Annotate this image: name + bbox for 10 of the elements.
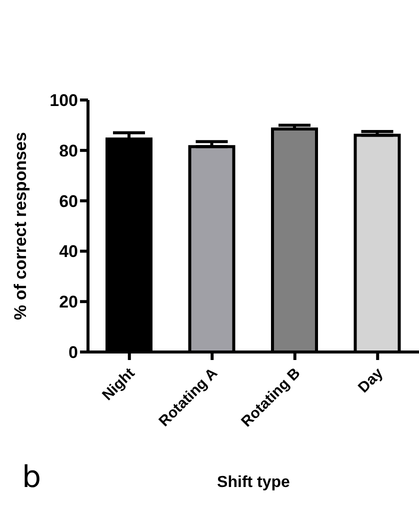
y-tick-label: 60 — [59, 192, 78, 211]
y-tick-label: 100 — [50, 91, 78, 110]
y-tick-label: 0 — [68, 343, 78, 362]
y-tick-label: 40 — [59, 242, 78, 262]
text: b — [22, 460, 42, 495]
y-tick-label: 20 — [59, 292, 78, 312]
y-axis-title: % of correct responses — [11, 132, 30, 320]
x-tick-label: Day — [354, 364, 387, 396]
y-tick-label: 80 — [59, 141, 78, 160]
x-axis-title: Shift type — [217, 474, 290, 491]
